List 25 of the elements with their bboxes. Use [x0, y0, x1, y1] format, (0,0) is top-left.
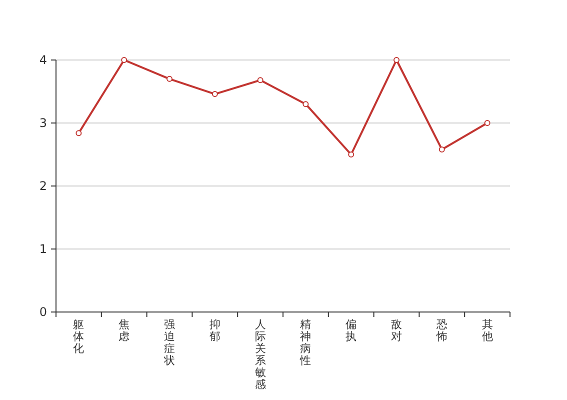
- x-tick-label: 偏执: [346, 318, 357, 343]
- point: [212, 91, 218, 98]
- point: [348, 152, 354, 158]
- x-tick-label: 抑郁: [209, 318, 220, 343]
- point: [438, 146, 445, 152]
- x-tick-label: 敌对: [391, 318, 402, 343]
- point: [484, 120, 490, 126]
- point: [121, 57, 128, 63]
- y-tick-label: 4: [39, 53, 47, 68]
- x-tick-label: 恐怖: [435, 318, 448, 343]
- point: [302, 101, 309, 108]
- y-tick-label: 0: [39, 305, 47, 320]
- point: [394, 57, 400, 63]
- y-tick-label: 2: [39, 179, 47, 194]
- point: [257, 77, 264, 84]
- x-tick-label: 躯体化: [73, 318, 84, 355]
- x-tick-label: 精神病性: [299, 318, 312, 367]
- point: [76, 130, 82, 136]
- x-tick-label: 强迫症状: [163, 318, 175, 367]
- x-tick-label: 人际关系敏感: [254, 318, 266, 391]
- x-tick-label: 其他: [482, 318, 493, 343]
- y-tick-label: 3: [39, 116, 47, 130]
- y-tick-label: 1: [39, 242, 47, 256]
- point: [166, 76, 172, 82]
- x-tick-label: 焦虑: [118, 318, 130, 343]
